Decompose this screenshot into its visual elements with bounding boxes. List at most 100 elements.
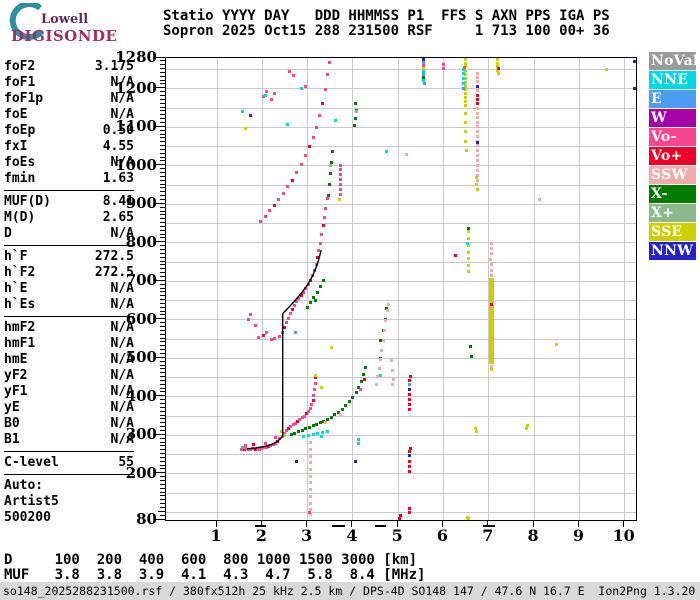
data-point [463, 76, 467, 80]
data-point [408, 407, 412, 411]
param-row: h`E N/A [4, 281, 134, 297]
param-value: 55 [118, 455, 134, 470]
data-point [283, 433, 287, 437]
data-point [307, 409, 310, 413]
param-row: h`F 272.5 [4, 249, 134, 265]
param-value: N/A [110, 91, 134, 106]
y-tick-major [156, 241, 165, 243]
y-tick [160, 60, 165, 62]
legend-item-x: X- [649, 185, 696, 203]
data-point [311, 424, 315, 428]
y-tick-major [156, 433, 165, 435]
y-tick [160, 229, 165, 231]
data-point [364, 366, 368, 370]
grid-line-horizontal [166, 338, 636, 340]
data-point [470, 354, 474, 358]
data-point [353, 459, 357, 463]
y-tick [160, 426, 165, 428]
data-point [300, 416, 304, 420]
data-point [321, 279, 325, 283]
param-label: MUF(D) [4, 194, 51, 209]
y-tick [160, 160, 165, 162]
data-point [525, 424, 529, 428]
autoscaling-info-line: Artist5 [4, 494, 59, 509]
y-tick [158, 510, 165, 512]
y-tick-label: 500 [125, 348, 157, 367]
data-point [475, 178, 479, 182]
y-tick-label: 1100 [115, 117, 157, 136]
data-point [408, 402, 412, 406]
y-tick [160, 360, 165, 362]
y-tick [160, 187, 165, 189]
data-point [490, 368, 494, 372]
data-point [253, 323, 257, 327]
param-label: M(D) [4, 210, 36, 225]
data-point [383, 329, 387, 333]
data-point [300, 428, 304, 432]
y-tick [160, 302, 165, 304]
data-point [408, 510, 412, 514]
data-point [318, 241, 322, 245]
muf-row: MUF 3.8 3.8 3.9 4.1 4.3 4.7 5.8 8.4 [MHz… [4, 566, 426, 583]
param-value: 272.5 [94, 265, 134, 280]
data-point [297, 297, 301, 301]
y-tick [160, 275, 165, 277]
data-point [463, 92, 467, 96]
data-point [384, 319, 388, 323]
y-tick-label: 800 [125, 232, 157, 251]
data-point [466, 269, 470, 273]
data-point [315, 422, 319, 426]
y-tick [160, 322, 165, 324]
x-tick [532, 521, 534, 527]
grid-line-vertical [578, 58, 580, 520]
data-point [475, 153, 479, 157]
grid-line-vertical [352, 58, 354, 520]
y-tick [160, 495, 165, 497]
data-point [293, 431, 297, 435]
y-tick [160, 137, 165, 139]
data-point [304, 427, 308, 431]
data-point [357, 386, 361, 390]
data-point [318, 285, 322, 289]
data-point [258, 219, 262, 223]
param-row: M(D) 2.65 [4, 210, 134, 226]
y-tick [160, 71, 165, 73]
data-point [300, 87, 304, 91]
data-point [463, 100, 467, 103]
data-point [633, 87, 636, 91]
data-point [290, 178, 294, 182]
data-point [311, 433, 315, 437]
x-tick [396, 521, 398, 527]
data-point [338, 188, 342, 192]
data-point [475, 71, 479, 75]
y-tick [160, 345, 165, 347]
data-point [376, 375, 380, 379]
data-point [257, 336, 261, 340]
data-point [308, 145, 312, 149]
y-tick [160, 218, 165, 220]
data-point [475, 125, 479, 129]
data-point [304, 287, 308, 291]
y-tick [160, 376, 165, 378]
data-point [314, 299, 318, 303]
data-point [379, 339, 383, 343]
y-tick [160, 287, 165, 289]
data-point [475, 116, 479, 120]
data-point [261, 334, 265, 338]
param-label: fmin [4, 171, 36, 186]
data-point [461, 67, 465, 71]
y-tick [160, 422, 165, 424]
data-point [475, 89, 479, 93]
data-point [475, 144, 479, 148]
data-point [326, 429, 330, 433]
data-point [408, 387, 412, 391]
data-point [384, 149, 388, 153]
x-tick-label: 7 [482, 526, 494, 545]
y-tick [160, 195, 165, 197]
param-label: h`Es [4, 297, 36, 312]
param-row: foEs N/A [4, 155, 134, 171]
y-tick [160, 179, 165, 181]
param-row: D N/A [4, 226, 134, 242]
y-tick [160, 225, 165, 227]
data-point [465, 516, 469, 520]
